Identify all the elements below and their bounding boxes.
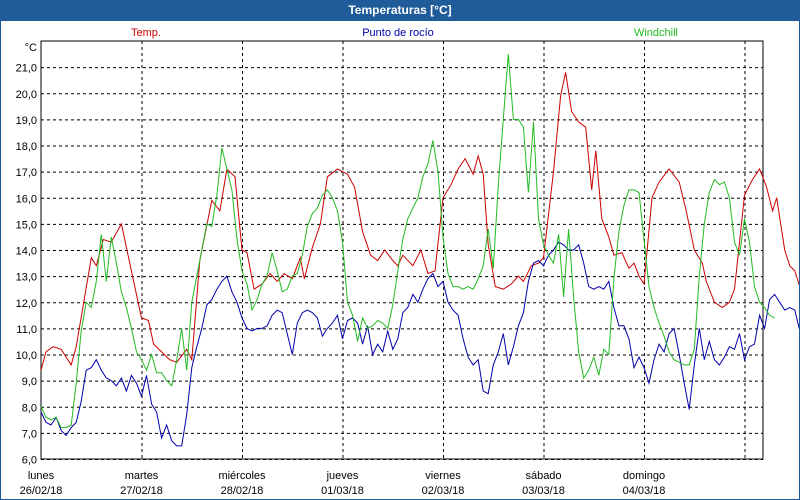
chart-title-bar: Temperaturas [°C] — [0, 0, 800, 20]
x-tick-day-name: viernes — [425, 470, 461, 482]
x-tick-date: 04/03/18 — [623, 485, 666, 497]
y-tick-label: 8,0 — [22, 402, 37, 414]
x-tick-day-name: jueves — [326, 470, 359, 482]
y-tick-label: 12,0 — [16, 298, 37, 310]
x-tick-day-name: sábado — [525, 470, 561, 482]
y-tick-label: 15,0 — [16, 219, 37, 231]
x-tick-date: 01/03/18 — [321, 485, 364, 497]
y-axis-unit-label: °C — [25, 42, 37, 54]
temperature-chart: 6,0 7,0 8,0 9,0 10,0 11,0 12,0 13,0 14,0 15,0 16,0… — [16, 27, 799, 497]
y-tick-label: 16,0 — [16, 193, 37, 205]
x-tick-date: 27/02/18 — [120, 485, 163, 497]
y-tick-label: 11,0 — [16, 324, 37, 336]
y-tick-label: 6,0 — [22, 455, 37, 467]
y-tick-label: 20,0 — [16, 89, 37, 101]
legend-entry: Punto de rocío — [362, 27, 434, 39]
x-tick-date: 28/02/18 — [221, 485, 264, 497]
chart-frame: 6,0 7,0 8,0 9,0 10,0 11,0 12,0 13,0 14,0 15,0 16,0… — [0, 20, 800, 500]
x-tick-day-name: lunes — [28, 470, 55, 482]
y-tick-label: 10,0 — [16, 350, 37, 362]
y-tick-label: 19,0 — [16, 115, 37, 127]
x-tick-day-name: domingo — [623, 470, 665, 482]
y-tick-label: 7,0 — [22, 428, 37, 440]
y-tick-label: 18,0 — [16, 141, 37, 153]
y-tick-label: 14,0 — [16, 246, 37, 258]
x-tick-date: 26/02/18 — [20, 485, 63, 497]
chart-title: Temperaturas [°C] — [348, 3, 452, 17]
legend-entry: Windchill — [634, 27, 678, 39]
series-line-3 — [40, 54, 775, 429]
y-tick-label: 17,0 — [16, 167, 37, 179]
x-tick-date: 03/03/18 — [522, 485, 565, 497]
x-tick-date: 02/03/18 — [422, 485, 465, 497]
y-tick-label: 21,0 — [16, 63, 37, 75]
x-tick-day-name: martes — [125, 470, 159, 482]
y-tick-label: 9,0 — [22, 376, 37, 388]
legend-entry: Temp. — [131, 27, 161, 39]
series-line-1 — [40, 72, 799, 371]
series-line-2 — [40, 241, 799, 447]
x-tick-day-name: miércoles — [218, 470, 266, 482]
y-tick-label: 13,0 — [16, 272, 37, 284]
